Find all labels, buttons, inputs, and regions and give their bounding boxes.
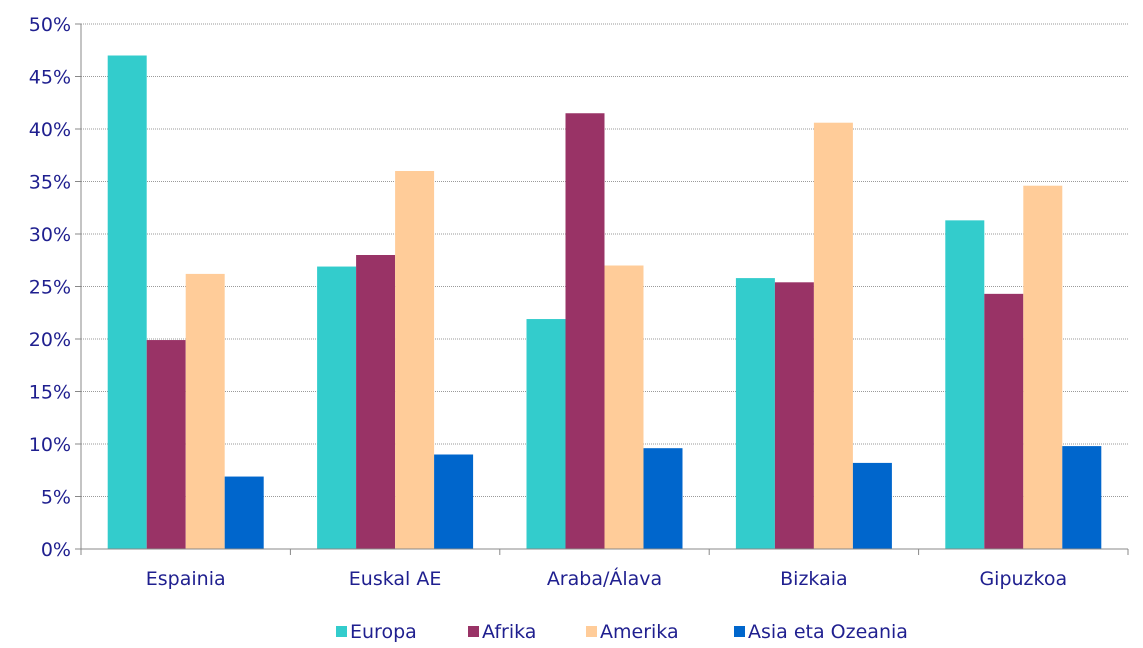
bar: [185, 273, 225, 549]
bar: [395, 171, 435, 549]
bar: [224, 476, 264, 549]
y-axis-tick-labels: 0% 5% 10% 15% 20% 25% 30% 35% 40% 45% 50%: [29, 14, 71, 561]
bar: [356, 255, 396, 549]
legend-label: Asia eta Ozeania: [748, 621, 908, 643]
y-tick-label: 5%: [41, 487, 71, 509]
y-tick-label: 35%: [29, 172, 71, 194]
bar: [945, 220, 985, 549]
legend-swatch: [336, 626, 347, 637]
x-category-label: Araba/Álava: [547, 567, 662, 590]
legend-swatch: [734, 626, 745, 637]
legend-label: Europa: [350, 621, 417, 643]
legend-swatch: [468, 626, 479, 637]
y-tick-label: 45%: [29, 67, 71, 89]
y-tick-label: 15%: [29, 382, 71, 404]
bar: [984, 293, 1024, 549]
y-tick-label: 20%: [29, 329, 71, 351]
x-category-label: Gipuzkoa: [979, 568, 1067, 590]
bar: [526, 319, 566, 549]
y-tick-label: 40%: [29, 119, 71, 141]
bar: [146, 340, 186, 549]
bar: [813, 122, 853, 549]
legend-swatch: [586, 626, 597, 637]
y-tick-label: 10%: [29, 434, 71, 456]
bar: [643, 448, 683, 549]
legend-label: Afrika: [482, 621, 536, 643]
y-tick-label: 30%: [29, 224, 71, 246]
bar: [1023, 185, 1063, 549]
bar: [434, 454, 474, 549]
bar: [317, 266, 357, 549]
bar: [852, 462, 892, 549]
x-category-label: Euskal AE: [349, 568, 442, 590]
legend-label: Amerika: [600, 621, 679, 643]
bar: [1062, 446, 1102, 549]
bar: [107, 55, 147, 549]
bar: [565, 113, 605, 549]
bars: [107, 55, 1102, 549]
x-axis-category-labels: Espainia Euskal AE Araba/Álava Bizkaia Gipuz…: [146, 567, 1067, 590]
x-category-label: Espainia: [146, 568, 226, 590]
axes: [75, 23, 1129, 555]
y-tick-label: 0%: [41, 539, 71, 561]
bar: [735, 278, 775, 549]
y-tick-label: 50%: [29, 14, 71, 36]
x-category-label: Bizkaia: [780, 568, 848, 590]
bar: [774, 282, 814, 549]
bar: [604, 265, 644, 549]
y-tick-label: 25%: [29, 277, 71, 299]
legend: Europa Afrika Amerika Asia eta Ozeania: [336, 621, 908, 643]
